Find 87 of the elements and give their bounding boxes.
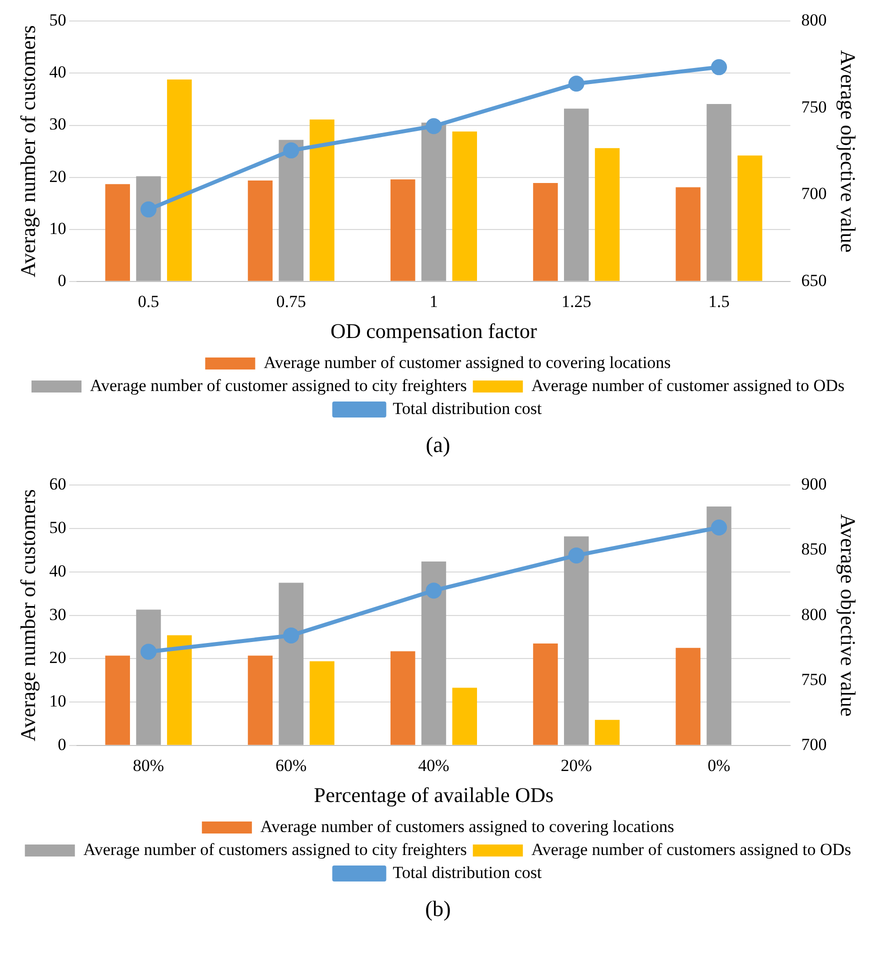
y-tick-label: 30 <box>49 604 66 624</box>
point <box>140 201 157 218</box>
y2-axis-title: Average objective value <box>836 514 860 717</box>
y-tick-label: 0 <box>58 734 66 754</box>
y2-axis-title: Average objective value <box>836 50 860 253</box>
point <box>710 59 727 76</box>
y2-tick-label: 700 <box>801 734 827 754</box>
legend-label: Total distribution cost <box>392 862 542 882</box>
x-tick-label: 60% <box>276 756 307 776</box>
y2-tick-label: 800 <box>801 10 827 30</box>
y-tick-label: 0 <box>58 270 66 290</box>
y-axis-title: Average number of customers <box>16 489 40 742</box>
x-tick-label: 40% <box>418 756 450 776</box>
y-tick-label: 50 <box>49 518 66 538</box>
legend-label: Average number of customer assigned to covering locations <box>264 352 671 372</box>
point <box>283 142 300 158</box>
x-tick-label: 1.5 <box>708 292 730 312</box>
y2-tick-label: 900 <box>801 474 827 494</box>
point <box>710 519 727 536</box>
x-tick-label: 20% <box>560 756 592 776</box>
bar <box>421 122 446 281</box>
x-tick-label: 0.75 <box>276 292 306 312</box>
y-tick-label: 30 <box>49 114 66 134</box>
x-tick-label: 80% <box>132 756 164 776</box>
bar <box>676 648 700 745</box>
point <box>426 582 442 599</box>
bar <box>136 176 161 281</box>
bar <box>594 148 620 281</box>
bar <box>105 184 130 281</box>
bar <box>278 582 304 745</box>
text: (a) <box>424 432 452 458</box>
point <box>140 644 157 660</box>
bar <box>248 656 273 745</box>
y-axis-title: Average number of customers <box>16 25 40 278</box>
y-tick-label: 20 <box>49 166 66 186</box>
legend-label: Total distribution cost <box>392 398 542 418</box>
bar <box>167 635 192 745</box>
bar <box>310 661 334 745</box>
y-tick-label: 60 <box>49 474 66 494</box>
y-tick-label: 50 <box>49 10 66 30</box>
bar <box>533 643 558 745</box>
y2-tick-label: 750 <box>801 97 827 116</box>
x-axis-title: Percentage of available ODs <box>314 782 554 807</box>
point <box>568 76 584 92</box>
bar <box>533 183 558 281</box>
bar <box>390 179 416 281</box>
x-axis-title: OD compensation factor <box>330 318 537 343</box>
bar <box>167 79 192 281</box>
x-tick-label: 0% <box>708 756 730 776</box>
x-tick-label: 0.5 <box>138 292 160 312</box>
legend-label: Average number of customers assigned to city freighters <box>83 840 467 859</box>
bar <box>676 187 700 281</box>
bar <box>105 656 130 745</box>
x-tick-label: 1 <box>430 292 438 312</box>
bar <box>564 108 589 281</box>
bar <box>564 536 589 745</box>
y2-tick-label: 750 <box>801 670 827 689</box>
bar <box>390 651 416 745</box>
bar <box>738 155 762 281</box>
bar <box>452 688 478 745</box>
point <box>426 118 442 134</box>
bar <box>248 180 273 281</box>
legend-label: Average number of customer assigned to ODs <box>531 376 845 395</box>
y2-tick-label: 850 <box>801 540 827 559</box>
bar <box>594 720 620 745</box>
bar <box>452 132 478 281</box>
y2-tick-label: 800 <box>801 604 827 624</box>
bar <box>310 120 334 281</box>
point <box>568 547 584 564</box>
y-tick-label: 40 <box>49 561 66 580</box>
y2-tick-label: 650 <box>801 270 827 290</box>
x-tick-label: 1.25 <box>561 292 592 312</box>
y2-tick-label: 700 <box>801 184 827 204</box>
text: (b) <box>424 896 452 922</box>
y-tick-label: 10 <box>49 218 66 238</box>
point <box>283 627 300 644</box>
legend-label: Average number of customer assigned to city freighters <box>90 376 467 395</box>
bar <box>706 104 732 281</box>
bar <box>706 506 732 745</box>
y-tick-label: 10 <box>49 692 66 710</box>
bar <box>278 140 304 281</box>
legend-label: Average number of customers assigned to covering locations <box>260 816 674 836</box>
legend-label: Average number of customers assigned to ODs <box>531 840 852 859</box>
y-tick-label: 20 <box>49 648 66 668</box>
bar <box>421 562 446 745</box>
y-tick-label: 40 <box>49 62 66 82</box>
bar <box>136 610 161 745</box>
